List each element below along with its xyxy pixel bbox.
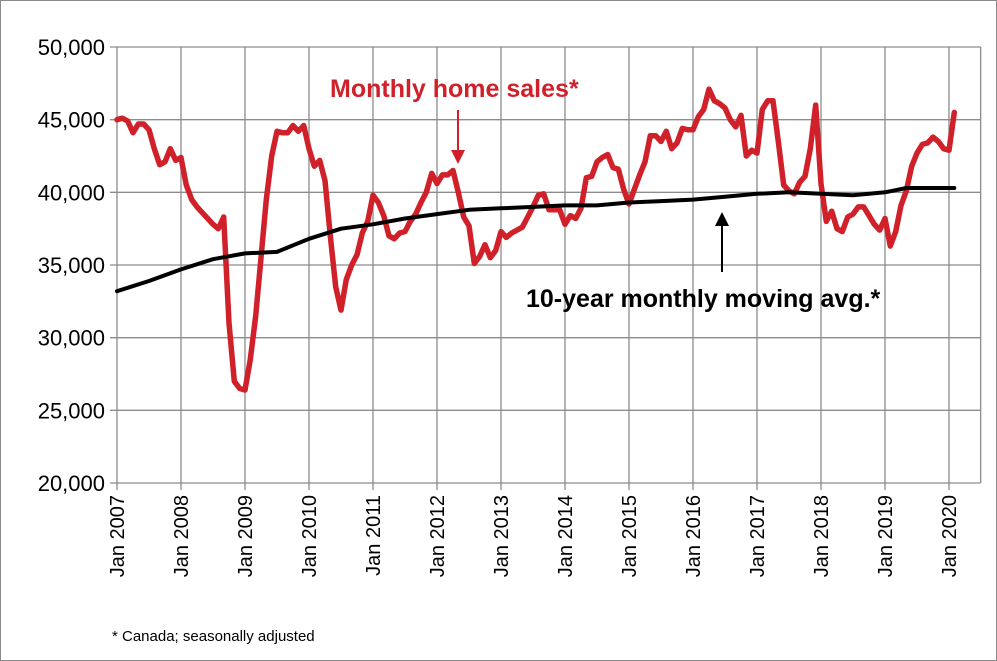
y-tick-label: 45,000 bbox=[38, 108, 105, 133]
x-tick-label: Jan 2007 bbox=[107, 495, 129, 577]
x-tick-label: Jan 2020 bbox=[939, 495, 961, 577]
x-tick-label: Jan 2015 bbox=[619, 495, 641, 577]
x-tick-label: Jan 2016 bbox=[683, 495, 705, 577]
y-tick-label: 50,000 bbox=[38, 35, 105, 60]
x-tick-label: Jan 2013 bbox=[491, 495, 513, 577]
footnote: * Canada; seasonally adjusted bbox=[112, 628, 315, 645]
y-axis-ticks: 20,000 25,000 30,000 35,000 40,000 45,000 50,0… bbox=[38, 35, 105, 496]
x-tick-label: Jan 2009 bbox=[235, 495, 257, 577]
y-tick-label: 30,000 bbox=[38, 326, 105, 351]
x-tick-label: Jan 2010 bbox=[299, 495, 321, 577]
x-tick-label: Jan 2012 bbox=[427, 495, 449, 577]
x-axis-ticks: Jan 2007 Jan 2008 Jan 2009 Jan 2010 Jan 2011… bbox=[107, 495, 961, 577]
x-tick-label: Jan 2019 bbox=[875, 495, 897, 577]
series-line-moving-average bbox=[115, 186, 957, 294]
annotations: Monthly home sales* 10-year monthly movi… bbox=[330, 75, 881, 313]
y-tick-label: 20,000 bbox=[38, 471, 105, 496]
y-tick-label: 25,000 bbox=[38, 398, 105, 423]
series-line-monthly-home-sales bbox=[114, 86, 958, 393]
series-lines bbox=[114, 86, 958, 393]
arrowhead-down-icon bbox=[451, 150, 465, 164]
annotation-moving-average: 10-year monthly moving avg.* bbox=[526, 285, 881, 313]
x-tick-label: Jan 2011 bbox=[363, 495, 385, 576]
x-tick-label: Jan 2008 bbox=[171, 495, 193, 577]
x-tick-label: Jan 2014 bbox=[555, 495, 577, 577]
annotation-monthly-home-sales: Monthly home sales* bbox=[330, 75, 579, 103]
arrowhead-up-icon bbox=[715, 212, 729, 226]
x-tick-label: Jan 2018 bbox=[811, 495, 833, 577]
y-tick-label: 35,000 bbox=[38, 253, 105, 278]
gridlines bbox=[110, 46, 982, 490]
x-tick-label: Jan 2017 bbox=[747, 495, 769, 577]
y-tick-label: 40,000 bbox=[38, 180, 105, 205]
